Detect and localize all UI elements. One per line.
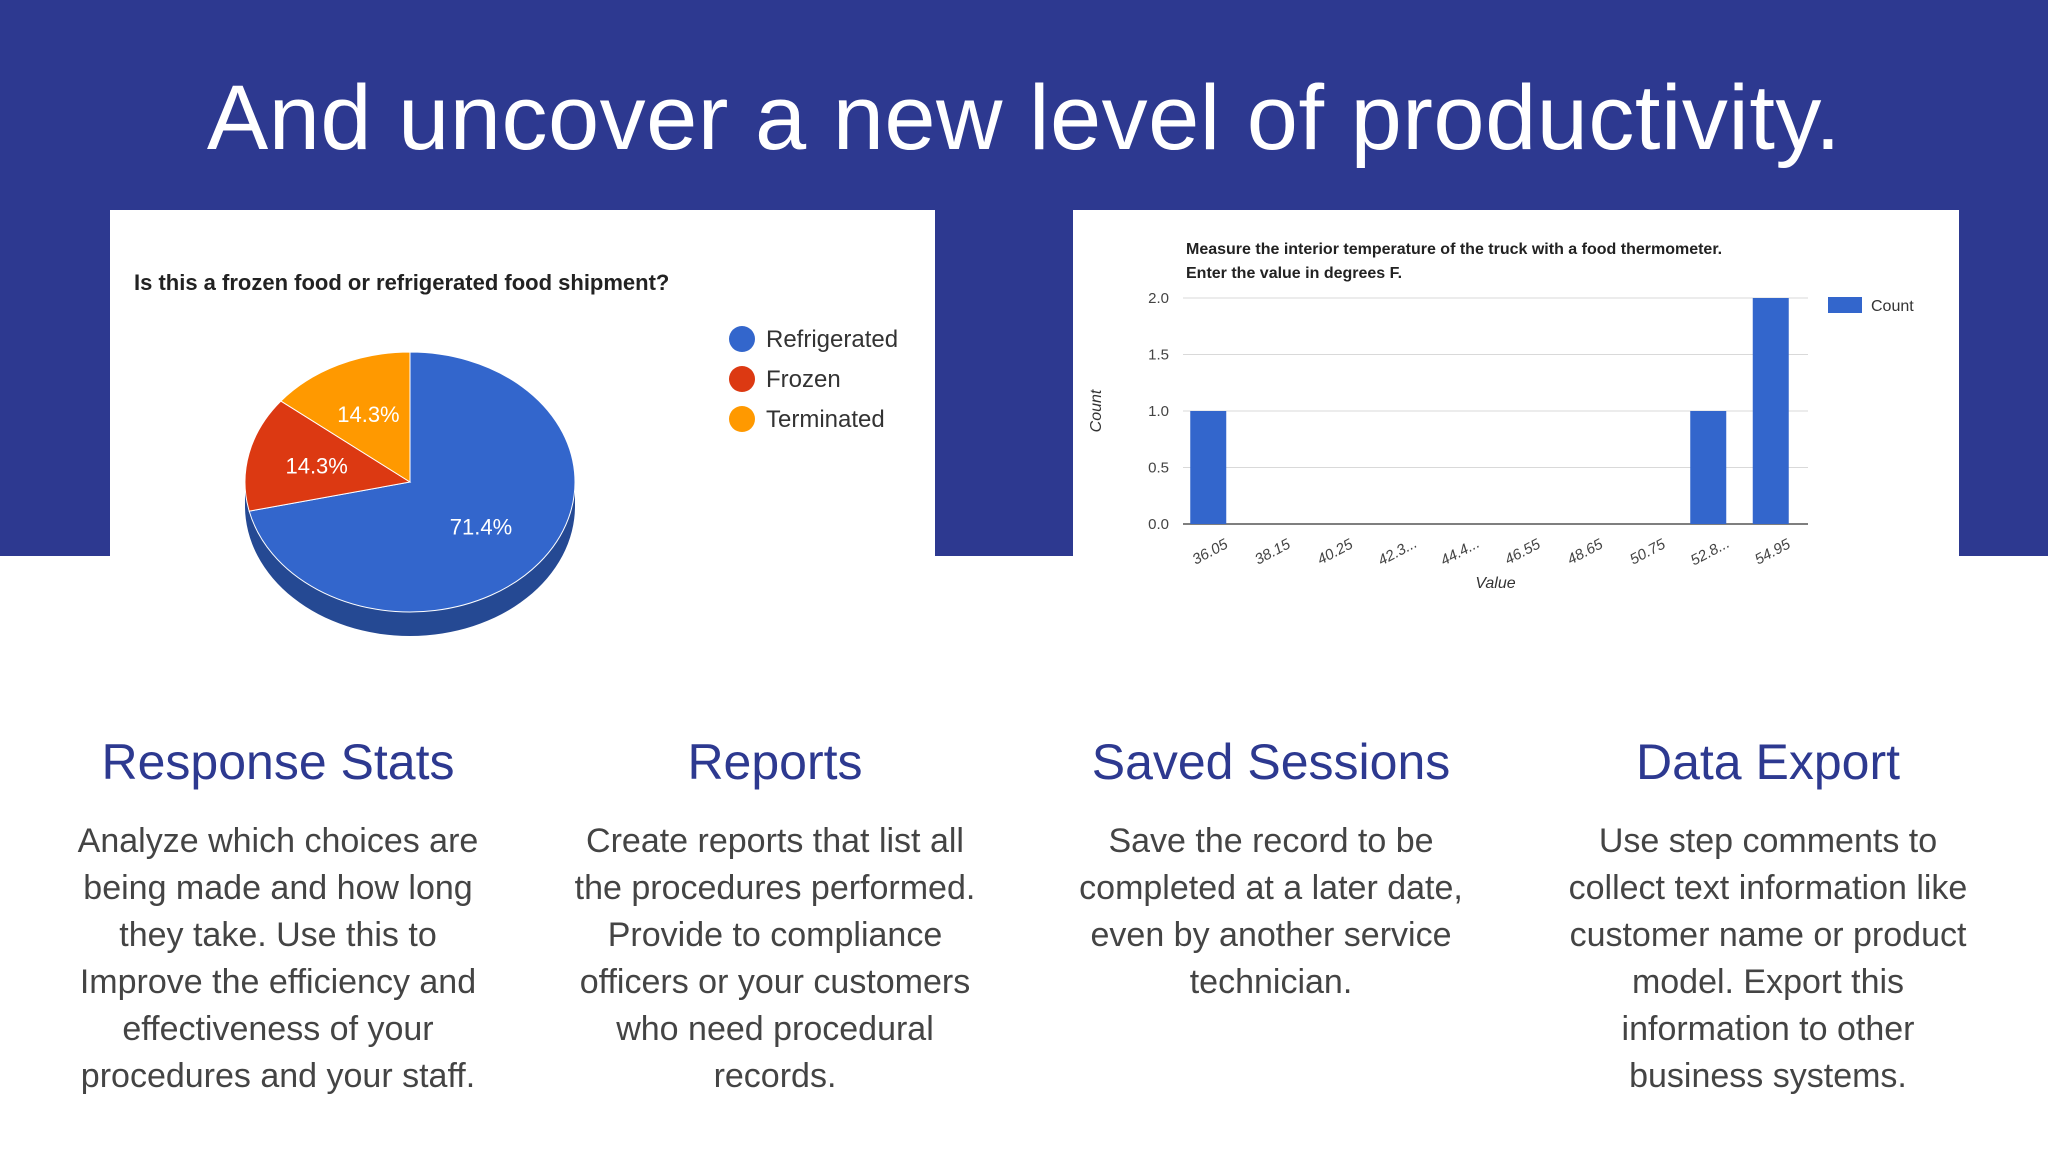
- bar-chart-title-line1: Measure the interior temperature of the …: [1186, 241, 1722, 258]
- feature-description: Analyze which choices are being made and…: [77, 822, 479, 1095]
- bar-chart-card: Measure the interior temperature of the …: [1073, 210, 1959, 640]
- x-tick-label: 40.25: [1315, 535, 1357, 568]
- bar-54.95: [1752, 298, 1789, 524]
- x-tick-label: 52.8...: [1688, 535, 1733, 570]
- y-tick-label: 0.0: [1148, 516, 1169, 533]
- pie-depth-side: [245, 482, 575, 636]
- bar-chart: Measure the interior temperature of the …: [1088, 241, 1914, 592]
- legend-marker-count: [1828, 297, 1862, 313]
- legend-marker-frozen: [729, 366, 755, 392]
- x-tick-label: 46.55: [1502, 535, 1544, 568]
- legend-label-count: Count: [1871, 298, 1914, 315]
- bar-52.8...: [1690, 411, 1727, 524]
- y-tick-label: 2.0: [1148, 290, 1169, 307]
- feature-title: Data Export: [1635, 734, 1900, 790]
- legend-label-frozen: Frozen: [766, 366, 841, 393]
- feature-title: Saved Sessions: [1091, 734, 1451, 790]
- feature-title: Reports: [687, 734, 863, 790]
- pie-chart-card: Is this a frozen food or refrigerated fo…: [110, 210, 935, 680]
- x-tick-label: 42.3...: [1375, 535, 1420, 570]
- pie-slice-terminated: [280, 351, 411, 483]
- feature-description: Create reports that list all the procedu…: [574, 822, 976, 1095]
- bar-36.05: [1190, 411, 1227, 524]
- pie-slice-frozen: [244, 400, 412, 512]
- legend-label-refrigerated: Refrigerated: [766, 326, 898, 353]
- x-tick-label: 50.75: [1627, 535, 1669, 568]
- x-tick-label: 44.4...: [1438, 535, 1483, 570]
- feature-response-stats: Response Stats Analyze which choices are…: [53, 728, 503, 1100]
- pie-slice-label: 14.3%: [337, 402, 399, 427]
- x-tick-label: 48.65: [1565, 535, 1607, 568]
- pie-slice-refrigerated: [248, 351, 576, 613]
- pie-slice-label: 71.4%: [450, 515, 512, 540]
- x-tick-label: 36.05: [1190, 535, 1232, 568]
- bar-chart-title-line2: Enter the value in degrees F.: [1186, 265, 1402, 282]
- pie-chart-title: Is this a frozen food or refrigerated fo…: [134, 270, 669, 295]
- feature-description: Use step comments to collect text inform…: [1568, 822, 1968, 1095]
- y-axis-title: Count: [1088, 389, 1105, 432]
- feature-data-export: Data Export Use step comments to collect…: [1543, 728, 1993, 1100]
- pie-slice-label: 14.3%: [285, 453, 347, 478]
- x-axis-title: Value: [1475, 575, 1515, 592]
- legend-marker-terminated: [729, 406, 755, 432]
- legend-marker-refrigerated: [729, 326, 755, 352]
- y-tick-label: 0.5: [1148, 460, 1169, 477]
- slide-headline: And uncover a new level of productivity.: [206, 67, 1842, 169]
- legend-label-terminated: Terminated: [766, 406, 885, 433]
- feature-saved-sessions: Saved Sessions Save the record to be com…: [1046, 728, 1496, 1006]
- x-tick-label: 54.95: [1752, 535, 1794, 568]
- feature-title: Response Stats: [101, 734, 455, 790]
- x-tick-label: 38.15: [1252, 535, 1294, 568]
- feature-description: Save the record to be completed at a lat…: [1079, 822, 1463, 1001]
- y-tick-label: 1.0: [1148, 403, 1169, 420]
- pie-chart: Is this a frozen food or refrigerated fo…: [134, 270, 898, 636]
- y-tick-label: 1.5: [1148, 347, 1169, 364]
- feature-reports: Reports Create reports that list all the…: [550, 728, 1000, 1100]
